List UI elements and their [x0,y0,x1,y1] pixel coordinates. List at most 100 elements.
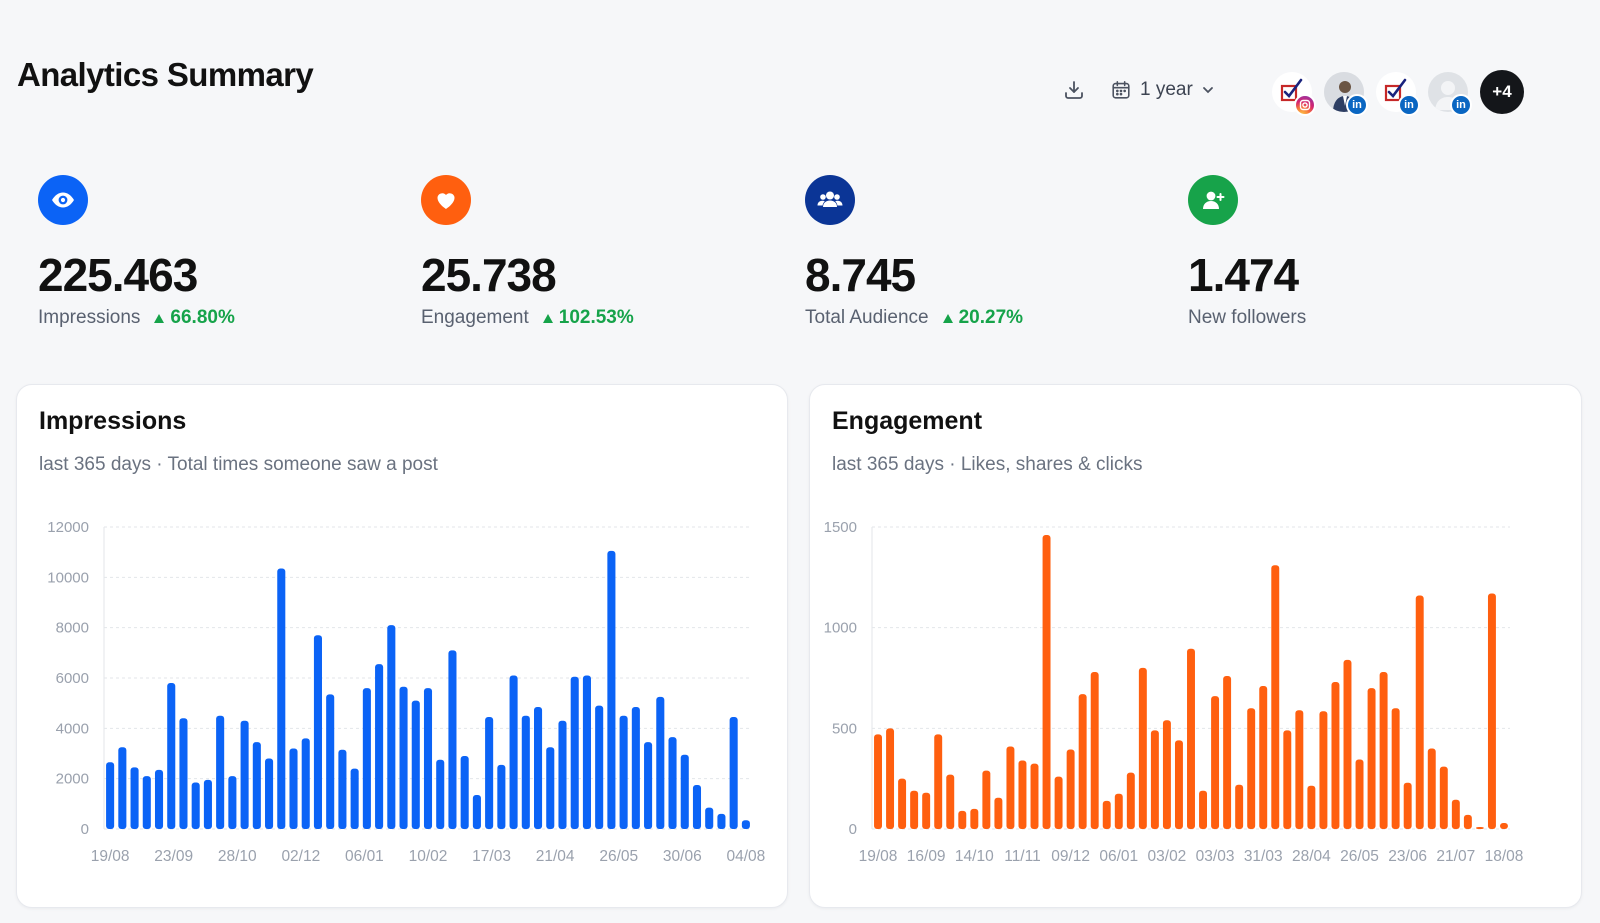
account-avatar-linkedin-2[interactable]: in [1376,72,1420,116]
bar[interactable] [1114,793,1123,829]
bar[interactable] [338,749,347,829]
bar[interactable] [1379,671,1388,829]
bar[interactable] [1283,730,1292,829]
bar[interactable] [436,759,445,829]
bar[interactable] [534,706,543,829]
bar[interactable] [1403,782,1412,829]
bar[interactable] [1054,776,1063,829]
bar[interactable] [717,813,726,829]
bar[interactable] [898,778,907,829]
bar[interactable] [1319,711,1328,829]
bar[interactable] [1078,694,1087,829]
account-avatar-instagram[interactable] [1272,72,1316,116]
bar[interactable] [1259,686,1268,829]
bar[interactable] [375,664,384,829]
account-avatar-linkedin-1[interactable]: in [1324,72,1368,116]
bar[interactable] [705,807,714,829]
bar[interactable] [130,767,139,829]
bar[interactable] [607,550,616,829]
bar[interactable] [631,706,640,829]
bar[interactable] [1162,720,1171,829]
date-range-select[interactable]: 1 year [1110,79,1215,101]
bar[interactable] [570,676,579,829]
bar[interactable] [167,683,176,829]
bar[interactable] [485,717,494,829]
bar[interactable] [1331,682,1340,829]
bar[interactable] [228,776,237,829]
bar[interactable] [326,694,335,829]
bar[interactable] [1463,814,1472,829]
bar[interactable] [1066,749,1075,829]
bar[interactable] [1307,785,1316,829]
bar[interactable] [497,764,506,829]
bar[interactable] [265,758,274,829]
bar[interactable] [546,747,555,829]
bar[interactable] [680,754,689,829]
bar[interactable] [142,776,151,829]
bar[interactable] [460,756,469,829]
bar[interactable] [301,738,310,829]
bar[interactable] [668,737,677,829]
bar[interactable] [958,810,967,829]
bar[interactable] [558,720,567,829]
bar[interactable] [399,686,408,829]
account-avatar-linkedin-3[interactable]: in [1428,72,1472,116]
bar[interactable] [1391,708,1400,829]
bar[interactable] [982,770,991,829]
bar[interactable] [729,717,738,829]
bar[interactable] [874,734,882,829]
bar[interactable] [1451,799,1460,829]
bar[interactable] [1126,772,1135,829]
bar[interactable] [387,625,396,829]
bar[interactable] [191,782,200,829]
bar[interactable] [1138,667,1147,829]
bar[interactable] [886,728,895,829]
bar[interactable] [582,675,591,829]
bar[interactable] [1475,826,1484,829]
bar[interactable] [1271,565,1280,829]
bar[interactable] [1367,688,1376,829]
bar[interactable] [644,742,653,829]
bar[interactable] [1150,730,1159,829]
bar[interactable] [934,734,943,829]
download-button[interactable] [1056,72,1092,108]
bar[interactable] [252,742,261,829]
bar[interactable] [1090,671,1099,829]
bar[interactable] [1174,740,1183,829]
bar[interactable] [1211,696,1220,829]
bar[interactable] [946,774,955,829]
bar[interactable] [1018,760,1027,829]
bar[interactable] [1199,790,1208,829]
bar[interactable] [277,568,286,829]
bar[interactable] [1500,822,1508,829]
bar[interactable] [118,747,127,829]
bar[interactable] [741,820,750,829]
bar[interactable] [362,688,371,829]
bar[interactable] [1247,708,1256,829]
bar[interactable] [656,696,665,829]
bar[interactable] [289,748,298,829]
bar[interactable] [313,635,322,829]
bar[interactable] [240,720,249,829]
bar[interactable] [216,715,225,829]
bar[interactable] [994,797,1003,829]
bar[interactable] [1223,675,1232,829]
bar[interactable] [619,715,628,829]
bar[interactable] [1295,710,1304,829]
bar[interactable] [448,650,457,829]
bar[interactable] [509,675,518,829]
bar[interactable] [1030,763,1039,829]
bar[interactable] [922,792,931,829]
bar[interactable] [350,768,359,829]
bar[interactable] [1102,800,1111,829]
bar[interactable] [1187,648,1195,829]
bar[interactable] [154,769,164,829]
bar[interactable] [970,808,979,829]
bar[interactable] [1006,746,1015,829]
bar[interactable] [1439,766,1448,829]
bar[interactable] [521,715,530,829]
bar[interactable] [106,762,115,829]
bar[interactable] [423,688,433,829]
bar[interactable] [472,795,481,829]
more-accounts-badge[interactable]: +4 [1480,70,1524,114]
